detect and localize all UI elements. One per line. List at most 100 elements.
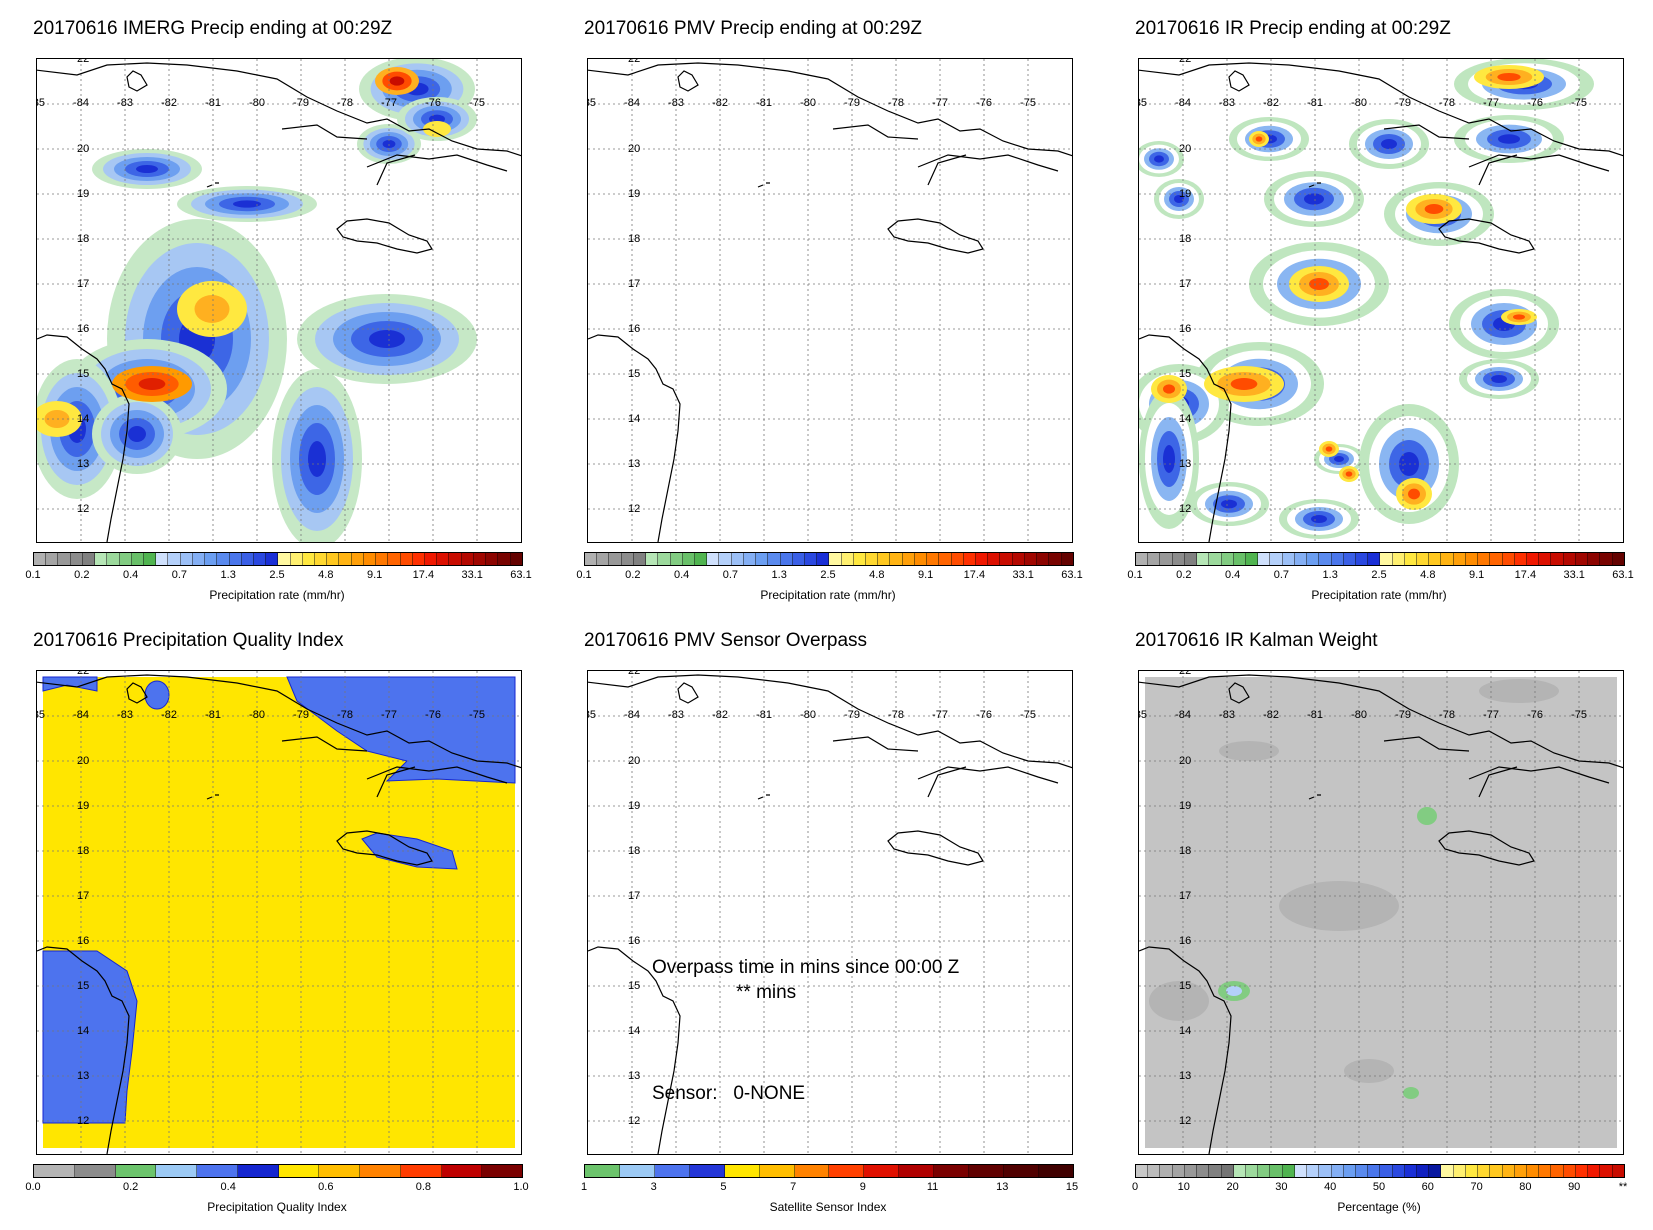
colorbar-swatch bbox=[1221, 553, 1234, 565]
colorbar-swatch bbox=[1588, 553, 1601, 565]
lat-label: 16 bbox=[77, 323, 90, 335]
colorbar-tick-label: 1.0 bbox=[513, 1181, 529, 1193]
colorbar-tick-label: 17.4 bbox=[1514, 569, 1537, 581]
map-area: -85 -84 -83 -82 -81 -80 -79 -78 -77 -76 -75 22 20 19 1… bbox=[36, 670, 522, 1155]
colorbar-tick-label: 0.1 bbox=[576, 569, 592, 581]
precip-cell bbox=[1154, 155, 1164, 163]
colorbar-swatch bbox=[866, 553, 879, 565]
colorbar-swatch bbox=[1514, 553, 1527, 565]
colorbar-swatch bbox=[1368, 1165, 1381, 1177]
lat-label: 12 bbox=[1179, 1115, 1192, 1127]
colorbar-swatch bbox=[473, 553, 487, 565]
colorbar-swatch bbox=[853, 553, 867, 565]
coastline bbox=[588, 62, 1072, 157]
lon-label: -81 bbox=[1307, 709, 1323, 721]
coastline bbox=[1139, 62, 1623, 157]
coastline bbox=[1228, 682, 1250, 704]
colorbar bbox=[33, 1164, 523, 1178]
lon-label: -81 bbox=[205, 97, 221, 109]
coastline bbox=[376, 766, 416, 798]
colorbar-swatch bbox=[1148, 553, 1161, 565]
lon-label: -85 bbox=[588, 97, 596, 109]
colorbar-tick-label: 0.7 bbox=[1273, 569, 1290, 581]
colorbar-tick-label: 0.2 bbox=[74, 569, 90, 581]
lon-label: -79 bbox=[844, 709, 860, 721]
colorbar-swatch bbox=[694, 553, 708, 565]
coastlines bbox=[1139, 62, 1623, 542]
colorbar-swatch bbox=[1588, 1165, 1601, 1177]
colorbar-swatch bbox=[1258, 553, 1271, 565]
lon-label: -78 bbox=[888, 709, 904, 721]
precip-cell bbox=[1230, 378, 1258, 390]
colorbar-swatch bbox=[1270, 553, 1283, 565]
colorbar-swatch bbox=[1539, 1165, 1552, 1177]
lon-label: -78 bbox=[337, 709, 353, 721]
coastline bbox=[927, 154, 967, 186]
lon-label: -75 bbox=[1571, 709, 1587, 721]
kalman-shade bbox=[1479, 679, 1559, 703]
colorbar-swatch bbox=[927, 553, 940, 565]
lat-label: 14 bbox=[77, 413, 90, 425]
colorbar-swatch bbox=[278, 553, 291, 565]
colorbar-swatch bbox=[1294, 1165, 1308, 1177]
lat-label: 20 bbox=[1179, 143, 1192, 155]
lon-label: -76 bbox=[1527, 97, 1543, 109]
lon-label: -77 bbox=[1483, 97, 1499, 109]
colorbar-tick-label: 1.3 bbox=[1322, 569, 1338, 581]
colorbar-swatch bbox=[654, 1165, 690, 1177]
coastline bbox=[281, 124, 368, 140]
colorbar-swatch bbox=[976, 553, 989, 565]
colorbar-swatch bbox=[107, 553, 120, 565]
colorbar-swatch bbox=[780, 553, 793, 565]
colorbar-swatch bbox=[1417, 1165, 1430, 1177]
colorbar-swatch bbox=[1012, 553, 1025, 565]
colorbar-swatch bbox=[829, 553, 842, 565]
panel-title: 20170616 Precipitation Quality Index bbox=[33, 630, 344, 651]
colorbar bbox=[33, 552, 523, 566]
coastline bbox=[1308, 182, 1321, 188]
colorbar-swatch bbox=[1502, 1165, 1515, 1177]
precip-cell bbox=[423, 121, 451, 137]
coastline bbox=[126, 682, 148, 704]
lat-label: 17 bbox=[1179, 278, 1192, 290]
colorbar-swatch bbox=[768, 553, 781, 565]
colorbar-tick-label: 0.2 bbox=[625, 569, 641, 581]
lat-label: 22 bbox=[77, 670, 90, 677]
colorbar-swatch bbox=[689, 1165, 725, 1177]
lat-label: 14 bbox=[628, 413, 641, 425]
lon-label: -76 bbox=[425, 709, 441, 721]
colorbar-swatch bbox=[449, 553, 462, 565]
panel-sensor-overpass: 20170616 PMV Sensor Overpass -85-84-83-8… bbox=[581, 630, 1124, 1230]
coastline bbox=[206, 182, 219, 188]
colorbar-swatch bbox=[156, 1165, 197, 1177]
coastline bbox=[1478, 766, 1518, 798]
colorbar-tick-label: 70 bbox=[1470, 1181, 1483, 1193]
lon-label: -80 bbox=[1351, 709, 1367, 721]
colorbar-swatch bbox=[1307, 553, 1320, 565]
colorbar-swatch bbox=[724, 1165, 760, 1177]
colorbar-swatch bbox=[339, 553, 352, 565]
colorbar-tick-label: 2.5 bbox=[820, 569, 836, 581]
lat-label: 15 bbox=[1179, 980, 1192, 992]
lat-label: 15 bbox=[77, 368, 90, 380]
lat-label: 14 bbox=[628, 1025, 641, 1037]
lat-label: 22 bbox=[1179, 58, 1192, 65]
colorbar-swatch bbox=[1490, 1165, 1503, 1177]
colorbar-tick-label: 90 bbox=[1568, 1181, 1581, 1193]
lon-label: -85 bbox=[37, 709, 45, 721]
colorbar-tick-label: 15 bbox=[1065, 1181, 1079, 1193]
precip-cell bbox=[1334, 456, 1344, 462]
lat-label: 16 bbox=[1179, 935, 1192, 947]
colorbar-tick-label: 0.4 bbox=[673, 569, 690, 581]
lon-label: -78 bbox=[1439, 97, 1455, 109]
colorbar-swatch bbox=[168, 553, 181, 565]
coastline bbox=[206, 794, 219, 800]
colorbar-swatch bbox=[1502, 553, 1515, 565]
colorbar-swatch bbox=[1551, 1165, 1564, 1177]
lat-label: 17 bbox=[628, 278, 641, 290]
colorbar-swatch bbox=[1197, 1165, 1210, 1177]
lon-label: -77 bbox=[381, 97, 397, 109]
lon-label: -77 bbox=[932, 97, 948, 109]
colorbar-swatch bbox=[400, 553, 413, 565]
colorbar-title: Precipitation rate (mm/hr) bbox=[760, 588, 896, 602]
